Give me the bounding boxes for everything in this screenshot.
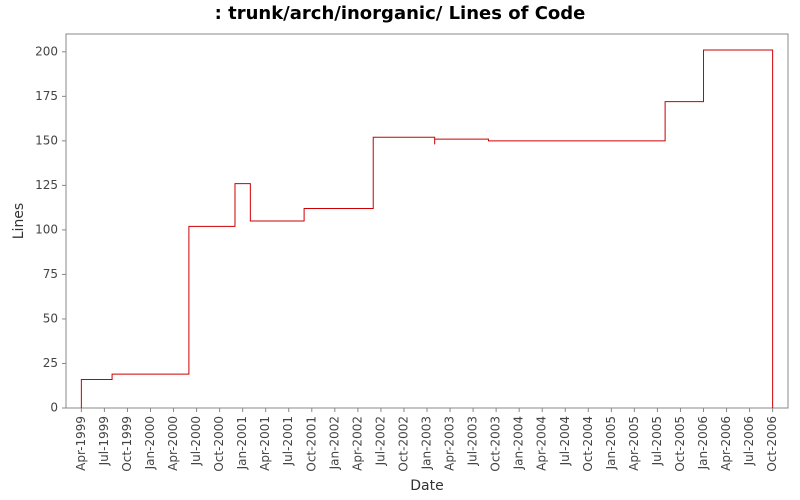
x-tick-label: Jan-2006 — [696, 416, 710, 470]
x-tick-label: Oct-2000 — [212, 416, 226, 472]
y-axis-label: Lines — [11, 203, 27, 239]
chart-title: : trunk/arch/inorganic/ Lines of Code — [215, 3, 586, 24]
x-tick-label: Apr-2000 — [166, 416, 180, 471]
x-tick-label: Jul-2006 — [742, 416, 756, 466]
x-tick-label: Oct-2006 — [765, 416, 779, 472]
y-tick-label: 200 — [35, 44, 58, 58]
x-tick-label: Jan-2003 — [420, 416, 434, 470]
x-tick-label: Oct-2004 — [581, 416, 595, 472]
x-tick-label: Jan-2000 — [143, 416, 157, 470]
y-tick-label: 150 — [35, 133, 58, 147]
x-tick-label: Apr-2001 — [258, 416, 272, 471]
y-tick-label: 175 — [35, 89, 58, 103]
x-axis-label: Date — [410, 478, 443, 494]
x-tick-label: Apr-2005 — [627, 416, 641, 471]
x-tick-label: Jul-2000 — [189, 416, 203, 466]
x-tick-label: Jul-2003 — [466, 416, 480, 466]
x-tick-label: Jul-2001 — [281, 416, 295, 466]
x-tick-label: Oct-2002 — [396, 416, 410, 472]
x-tick-label: Jul-2004 — [558, 416, 572, 466]
x-tick-label: Apr-2003 — [443, 416, 457, 471]
x-tick-label: Jul-2005 — [650, 416, 664, 466]
x-tick-label: Apr-2004 — [535, 416, 549, 471]
x-tick-label: Oct-1999 — [120, 416, 134, 472]
y-tick-label: 50 — [43, 311, 58, 325]
y-tick-label: 100 — [35, 222, 58, 236]
y-tick-label: 0 — [50, 401, 58, 415]
x-tick-label: Jul-1999 — [97, 416, 111, 466]
x-tick-label: Jan-2005 — [604, 416, 618, 470]
plot-area — [65, 33, 789, 409]
x-tick-label: Apr-2006 — [719, 416, 733, 471]
x-tick-label: Jan-2002 — [327, 416, 341, 470]
x-tick-label: Jan-2004 — [512, 416, 526, 470]
x-tick-label: Oct-2003 — [489, 416, 503, 472]
x-tick-label: Jul-2002 — [373, 416, 387, 466]
y-tick-label: 125 — [35, 178, 58, 192]
x-tick-label: Apr-1999 — [74, 416, 88, 471]
x-tick-label: Apr-2002 — [350, 416, 364, 471]
y-tick-label: 75 — [43, 267, 58, 281]
x-tick-label: Oct-2001 — [304, 416, 318, 472]
step-line — [80, 49, 774, 408]
y-tick-label: 25 — [43, 356, 58, 370]
x-tick-label: Jan-2001 — [235, 416, 249, 470]
x-tick-label: Oct-2005 — [673, 416, 687, 472]
